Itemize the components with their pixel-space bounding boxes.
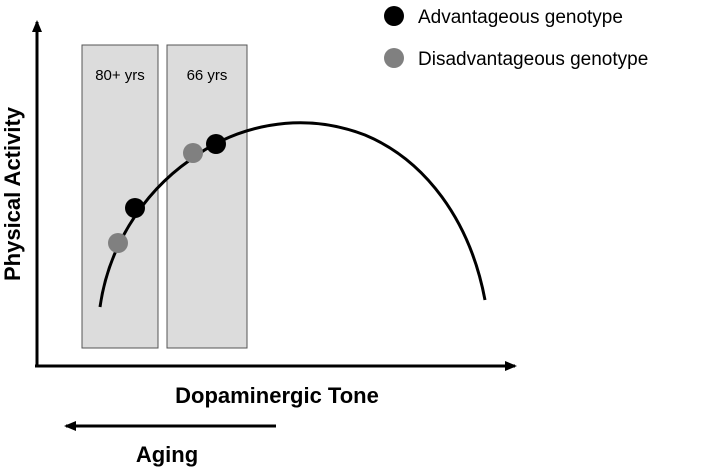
legend-disadvantageous-label: Disadvantageous genotype xyxy=(418,49,648,70)
age-box-66 xyxy=(166,44,248,349)
legend-advantageous-label: Advantageous genotype xyxy=(418,7,623,28)
age-box-80plus-label: 80+ yrs xyxy=(95,67,145,84)
advantageous-point-66 xyxy=(206,134,226,154)
inverted-u-curve xyxy=(98,121,487,308)
legend-disadvantageous-swatch xyxy=(384,48,404,68)
x-axis-label: Dopaminergic Tone xyxy=(175,383,379,408)
y-axis-label: Physical Activity xyxy=(0,106,25,281)
advantageous-point-80plus xyxy=(125,198,145,218)
aging-label: Aging xyxy=(136,442,198,467)
age-box-80plus xyxy=(81,44,159,349)
legend-advantageous-swatch xyxy=(384,6,404,26)
disadvantageous-point-66 xyxy=(183,143,203,163)
disadvantageous-point-80plus xyxy=(108,233,128,253)
age-box-66-label: 66 yrs xyxy=(187,67,228,84)
